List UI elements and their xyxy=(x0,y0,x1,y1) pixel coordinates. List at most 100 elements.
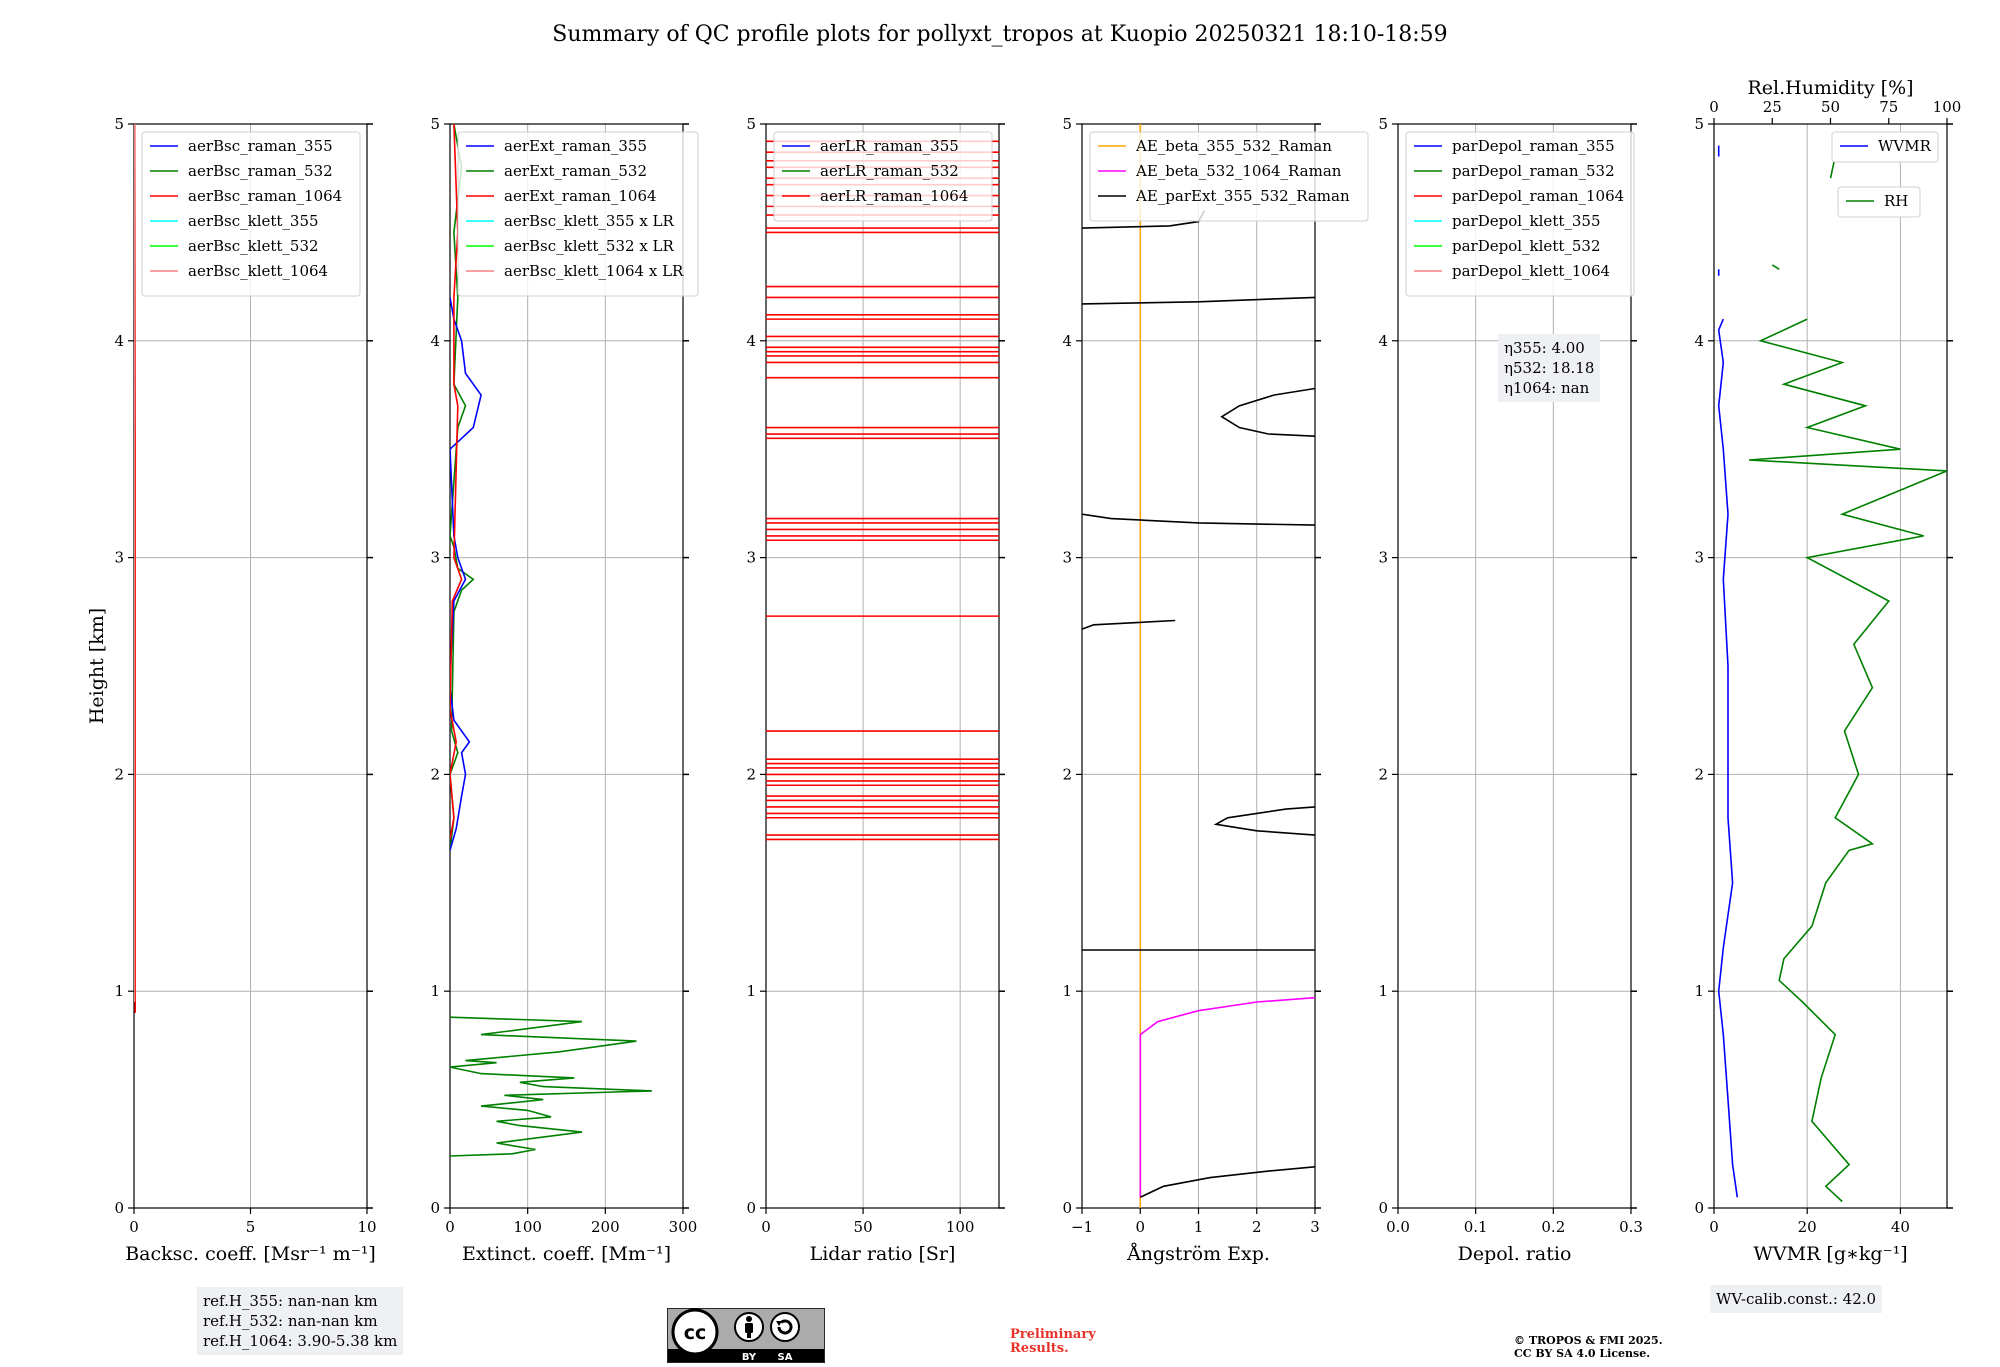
legend-label: aerLR_raman_532 xyxy=(820,162,959,180)
series-line-WVMR xyxy=(1717,318,1739,1198)
legend-box-rh xyxy=(1837,186,1921,218)
legend-label: parDepol_raman_1064 xyxy=(1452,187,1624,205)
x-axis-label: Lidar ratio [Sr] xyxy=(810,1243,956,1265)
series-line-AE_parExt_355_532_Raman xyxy=(1082,513,1315,526)
legend-label: aerBsc_raman_355 xyxy=(188,137,333,155)
by-person-icon xyxy=(734,1312,764,1342)
y-tick-label: 2 xyxy=(1378,765,1388,783)
y-tick-label: 3 xyxy=(1062,549,1072,567)
x-tick-label: 40 xyxy=(1891,1218,1910,1236)
preliminary-line-2: Results. xyxy=(1010,1341,1069,1356)
legend-label: aerExt_raman_532 xyxy=(504,162,647,180)
panel-4: 0 1 2 3 4 5 0.0 0.1 0.2 0.3 Depol. ratio parDepol_r… xyxy=(1378,115,1642,1265)
y-tick-label: 1 xyxy=(746,982,756,1000)
data-layer xyxy=(134,124,136,1013)
copyright-line-1: © TROPOS & FMI 2025. xyxy=(1514,1334,1663,1347)
data-layer xyxy=(766,140,999,841)
axes-frame xyxy=(1397,123,1632,1209)
data-layer xyxy=(450,124,652,1157)
cc-license-badge: cc BY SA xyxy=(666,1307,826,1364)
x-axis-label: Ångström Exp. xyxy=(1126,1243,1270,1265)
legend-box xyxy=(457,131,699,297)
y-tick-label: 4 xyxy=(114,332,124,350)
legend-box xyxy=(1089,131,1369,222)
legend-label: parDepol_raman_532 xyxy=(1452,162,1615,180)
legend-box xyxy=(1831,131,1939,163)
legend-box xyxy=(1405,131,1635,297)
y-tick-label: 5 xyxy=(114,115,124,133)
y-tick-label: 2 xyxy=(1062,765,1072,783)
y-tick-label: 2 xyxy=(746,765,756,783)
series-line-RH xyxy=(1771,264,1780,270)
x-tick-label: 0 xyxy=(129,1218,139,1236)
y-tick-label: 5 xyxy=(1378,115,1388,133)
data-layer xyxy=(1717,145,1947,1203)
y-tick-label: 2 xyxy=(430,765,440,783)
legend-label: parDepol_klett_1064 xyxy=(1452,262,1610,280)
legend-label: aerExt_raman_355 xyxy=(504,137,647,155)
top-x-tick-label: 0 xyxy=(1709,98,1719,116)
x-tick-label: 10 xyxy=(357,1218,376,1236)
x-tick-label: 3 xyxy=(1310,1218,1320,1236)
y-tick-label: 1 xyxy=(114,982,124,1000)
eta-355: η355: 4.00 xyxy=(1504,339,1585,357)
legend-label: aerBsc_raman_1064 xyxy=(188,187,342,205)
top-x-tick-label: 25 xyxy=(1763,98,1782,116)
svg-text:BY: BY xyxy=(742,1352,757,1363)
y-tick-label: 5 xyxy=(1694,115,1704,133)
preliminary-note: Preliminary Results. xyxy=(1010,1328,1096,1356)
eta-box: η355: 4.00 η532: 18.18 η1064: nan xyxy=(1498,334,1601,402)
x-tick-label: 20 xyxy=(1798,1218,1817,1236)
series-line-aerExt_raman_355 xyxy=(450,297,482,851)
legend-label: aerBsc_klett_355 x LR xyxy=(504,212,675,230)
x-axis-label: Depol. ratio xyxy=(1458,1243,1572,1265)
y-tick-label: 0 xyxy=(1062,1199,1072,1217)
y-tick-label: 4 xyxy=(1062,332,1072,350)
x-tick-label: 200 xyxy=(591,1218,620,1236)
legend-label: aerLR_raman_355 xyxy=(820,137,959,155)
ref-height-355: ref.H_355: nan-nan km xyxy=(203,1292,378,1310)
series-line-aerExt_raman_532 xyxy=(450,1016,652,1157)
ref-height-1064: ref.H_1064: 3.90-5.38 km xyxy=(203,1332,398,1350)
x-tick-label: 300 xyxy=(669,1218,698,1236)
x-tick-label: 100 xyxy=(513,1218,542,1236)
wv-calib-text: WV-calib.const.: 42.0 xyxy=(1716,1290,1877,1308)
x-tick-label: 0.0 xyxy=(1386,1218,1410,1236)
x-tick-label: −1 xyxy=(1071,1218,1093,1236)
x-tick-label: 0 xyxy=(1135,1218,1145,1236)
y-tick-label: 4 xyxy=(746,332,756,350)
eta-1064: η1064: nan xyxy=(1504,379,1590,397)
legend-label: parDepol_klett_532 xyxy=(1452,237,1601,255)
y-tick-label: 1 xyxy=(430,982,440,1000)
legend-label: parDepol_klett_355 xyxy=(1452,212,1601,230)
axes-frame xyxy=(1713,123,1948,1209)
legend-label: AE_beta_532_1064_Raman xyxy=(1135,162,1342,180)
x-tick-label: 0 xyxy=(445,1218,455,1236)
x-axis-label: Backsc. coeff. [Msr⁻¹ m⁻¹] xyxy=(125,1243,376,1265)
svg-text:cc: cc xyxy=(684,1322,707,1344)
x-tick-label: 0 xyxy=(1709,1218,1719,1236)
cc-icon: cc xyxy=(671,1308,719,1356)
legend-label: aerBsc_klett_532 xyxy=(188,237,319,255)
y-tick-label: 3 xyxy=(1378,549,1388,567)
preliminary-line-1: Preliminary xyxy=(1010,1327,1096,1342)
series-line-aerExt_raman_532 xyxy=(450,124,475,851)
legend: AE_beta_355_532_Raman AE_beta_532_1064_Ra… xyxy=(1089,131,1369,222)
x-tick-label: 50 xyxy=(854,1218,873,1236)
y-tick-label: 1 xyxy=(1062,982,1072,1000)
legend-box xyxy=(773,131,993,222)
y-tick-label: 0 xyxy=(1694,1199,1704,1217)
figure-title: Summary of QC profile plots for pollyxt_… xyxy=(552,22,1448,47)
eta-532: η532: 18.18 xyxy=(1504,359,1595,377)
top-x-axis-label: Rel.Humidity [%] xyxy=(1747,77,1913,99)
legend: parDepol_raman_355 parDepol_raman_532 parD… xyxy=(1405,131,1635,297)
y-tick-label: 1 xyxy=(1694,982,1704,1000)
legend-label: aerLR_raman_1064 xyxy=(820,187,968,205)
legend-label: WVMR xyxy=(1878,137,1932,155)
legend-box xyxy=(141,131,361,297)
axes-frame xyxy=(765,123,1000,1209)
series-line-AE_beta_532_1064_Raman xyxy=(1139,996,1315,1198)
y-tick-label: 4 xyxy=(1378,332,1388,350)
